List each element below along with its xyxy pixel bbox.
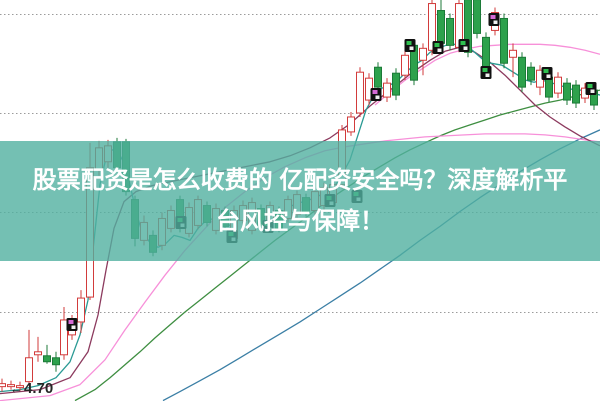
title-banner: 股票配资是怎么收费的 亿配资安全吗？深度解析平 台风控与保障！: [0, 141, 600, 261]
arrow-left-icon: ←: [10, 381, 23, 396]
price-label-value: 4.70: [24, 380, 54, 397]
banner-title-line2: 台风控与保障！: [216, 208, 384, 235]
banner-title-line1: 股票配资是怎么收费的 亿配资安全吗？深度解析平: [32, 167, 568, 194]
price-label: ← 4.70: [10, 380, 53, 397]
